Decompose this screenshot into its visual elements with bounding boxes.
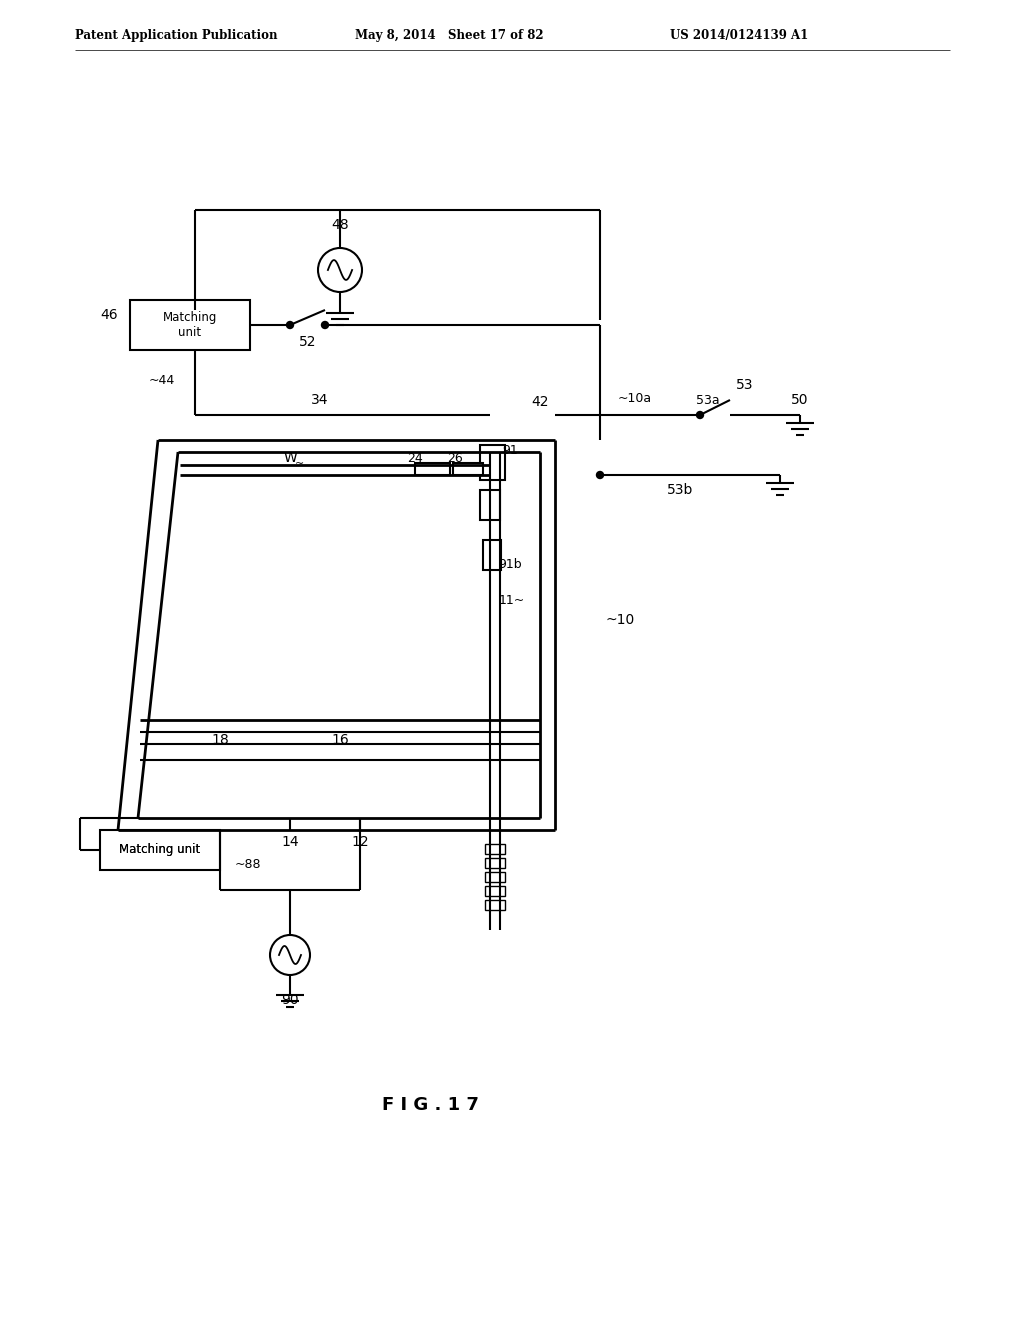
Text: Patent Application Publication: Patent Application Publication [75,29,278,41]
Text: 42: 42 [531,395,549,409]
Circle shape [696,412,703,418]
Text: 16: 16 [331,733,349,747]
Bar [480,490,500,520]
Text: 50: 50 [792,393,809,407]
Text: 18: 18 [211,733,229,747]
Text: ~: ~ [295,459,304,469]
Text: May 8, 2014   Sheet 17 of 82: May 8, 2014 Sheet 17 of 82 [355,29,544,41]
Bar [100,830,220,870]
Text: 53b: 53b [667,483,693,498]
Text: 24: 24 [408,451,423,465]
Text: 26: 26 [447,451,463,465]
Text: Matching unit: Matching unit [120,843,201,857]
Bar [453,463,483,475]
Circle shape [322,322,329,329]
Text: F I G . 1 7: F I G . 1 7 [382,1096,478,1114]
Text: 34: 34 [311,393,329,407]
Circle shape [287,322,294,329]
Bar [485,900,505,909]
Bar [480,445,505,480]
Text: ~10: ~10 [605,612,635,627]
Text: 12: 12 [351,836,369,849]
Bar [483,540,501,570]
Text: 90: 90 [282,993,299,1007]
Text: Matching
unit: Matching unit [163,312,217,339]
Bar [485,873,505,882]
Text: 48: 48 [331,218,349,232]
Text: 14: 14 [282,836,299,849]
Circle shape [597,471,603,479]
Text: W: W [283,451,297,465]
Text: 91b: 91b [499,558,522,572]
Text: 11~: 11~ [499,594,525,606]
Text: ~44: ~44 [148,374,175,387]
Text: ~10a: ~10a [618,392,652,404]
Bar [485,858,505,869]
Text: US 2014/0124139 A1: US 2014/0124139 A1 [670,29,808,41]
Bar [485,843,505,854]
Text: 53: 53 [736,378,754,392]
Text: ~88: ~88 [234,858,261,871]
Text: Matching unit: Matching unit [120,843,201,857]
Bar [130,300,250,350]
Text: 46: 46 [100,308,118,322]
Text: 52: 52 [299,335,316,348]
Text: 91: 91 [502,444,518,457]
Bar [415,463,450,475]
Text: 53a: 53a [696,393,720,407]
Bar [485,886,505,896]
